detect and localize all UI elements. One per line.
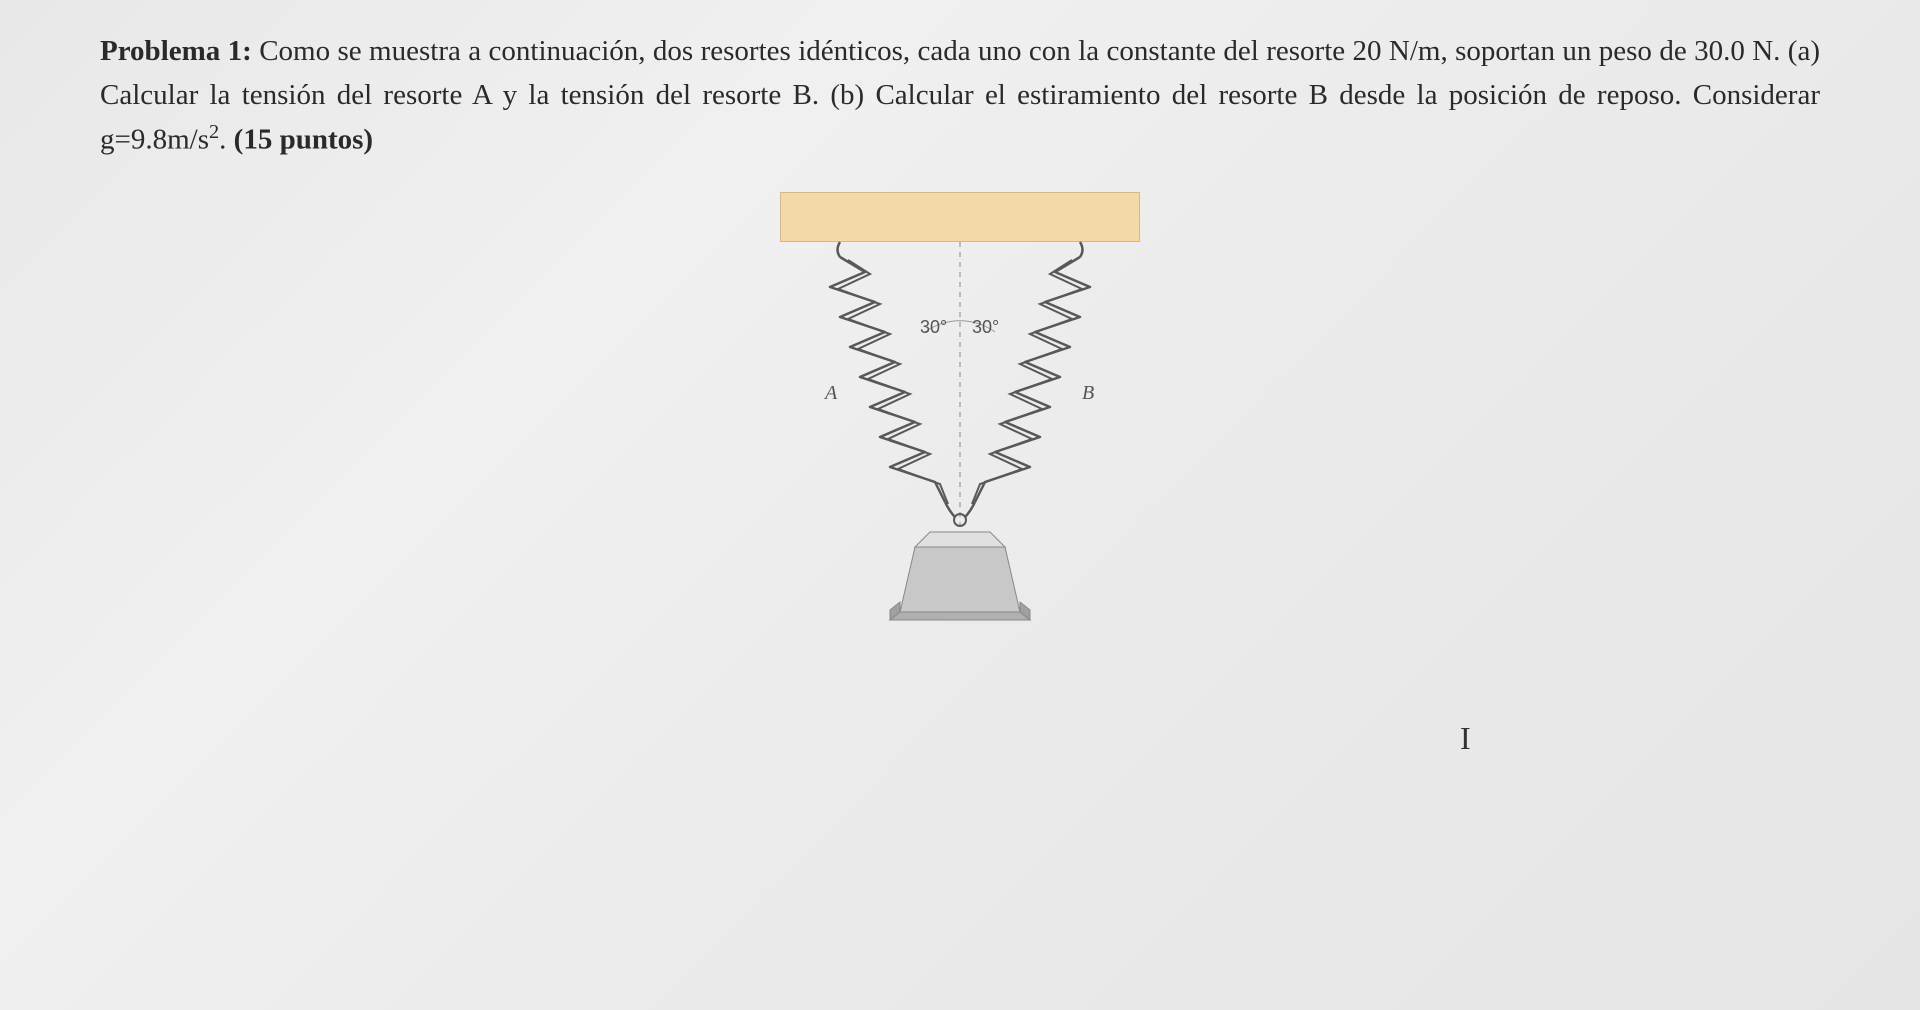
angle-right-label: 30° [972, 317, 999, 338]
weight-block [890, 532, 1030, 620]
springs-svg [720, 192, 1200, 692]
spring-a [830, 242, 955, 517]
problem-statement: Problema 1: Como se muestra a continuaci… [100, 30, 1820, 162]
problem-label: Problema 1: [100, 35, 252, 67]
problem-points: (15 puntos) [234, 124, 373, 156]
physics-diagram: 30° 30° A B [720, 192, 1200, 692]
diagram-container: 30° 30° A B [100, 192, 1820, 692]
problem-text-2: . [219, 124, 234, 156]
superscript: 2 [209, 121, 219, 143]
spring-b [965, 242, 1090, 517]
spring-b-label: B [1082, 382, 1094, 405]
text-cursor-icon: I [1460, 720, 1471, 757]
angle-left-label: 30° [920, 317, 947, 338]
spring-a-label: A [825, 382, 837, 405]
